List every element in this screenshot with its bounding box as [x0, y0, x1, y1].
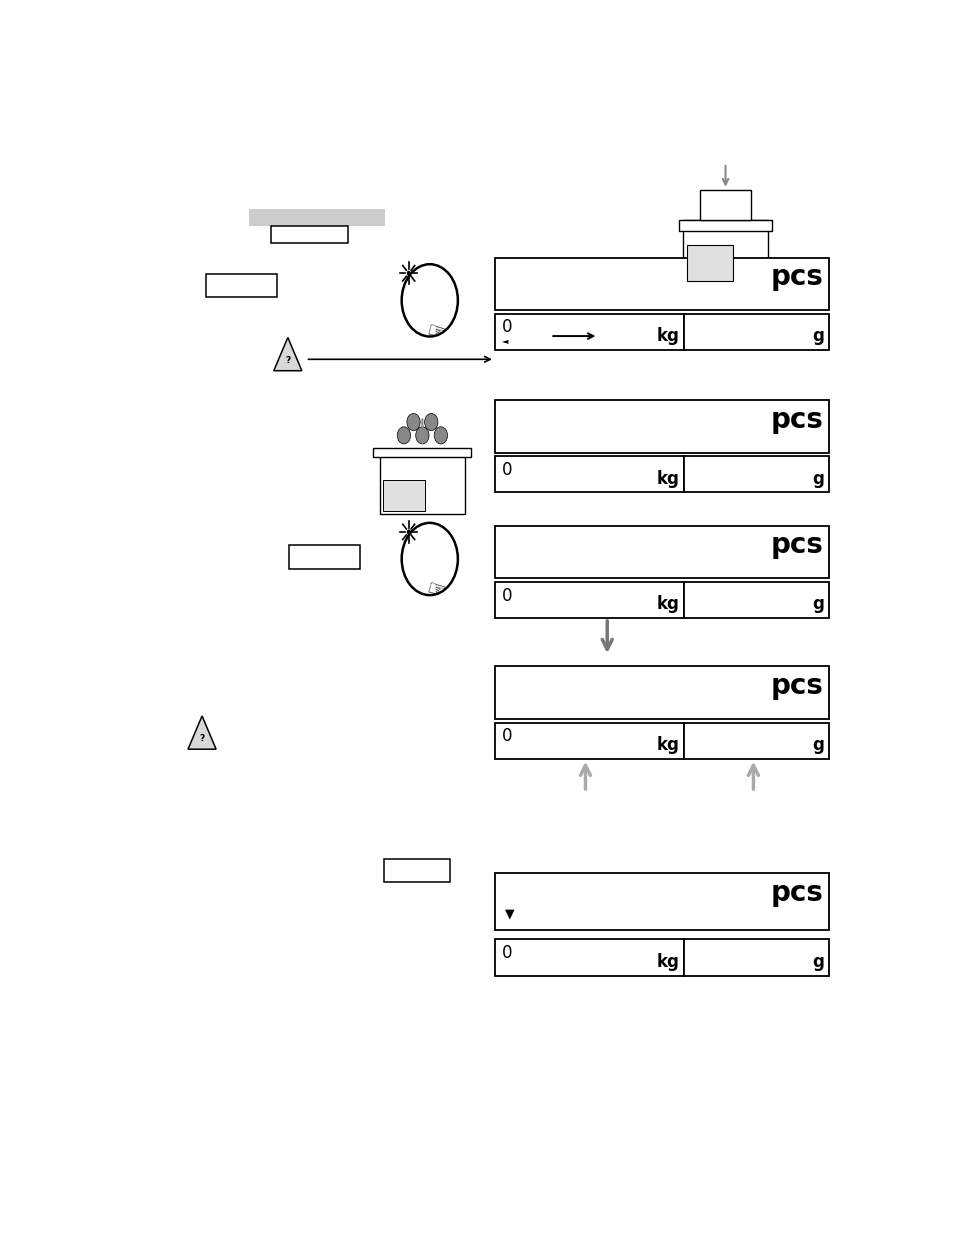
Bar — [495, 582, 683, 618]
Bar — [683, 314, 828, 350]
Bar — [379, 452, 464, 514]
Text: ◄: ◄ — [501, 336, 507, 345]
Circle shape — [406, 270, 410, 275]
Circle shape — [424, 414, 437, 431]
Text: 0: 0 — [501, 587, 512, 605]
Polygon shape — [274, 337, 301, 370]
Text: g: g — [812, 595, 823, 614]
Text: 0: 0 — [501, 944, 512, 962]
Text: ☞: ☞ — [423, 320, 446, 345]
Text: ?: ? — [199, 735, 205, 743]
Text: pcs: pcs — [770, 672, 823, 700]
Text: pcs: pcs — [770, 531, 823, 559]
Bar — [678, 220, 772, 231]
Text: g: g — [812, 736, 823, 753]
Circle shape — [416, 427, 429, 443]
Bar — [383, 858, 450, 882]
Bar — [495, 873, 828, 930]
Bar — [683, 456, 828, 493]
Bar — [495, 400, 828, 452]
Bar — [495, 456, 683, 493]
Bar — [495, 667, 828, 719]
Bar — [271, 226, 348, 243]
Text: pcs: pcs — [770, 406, 823, 433]
Text: kg: kg — [656, 595, 679, 614]
Bar — [686, 245, 733, 282]
Bar — [206, 274, 276, 298]
Circle shape — [406, 414, 419, 431]
Text: g: g — [812, 469, 823, 488]
Bar — [249, 209, 385, 226]
Text: ?: ? — [285, 356, 290, 364]
Text: pcs: pcs — [770, 878, 823, 906]
Text: ▼: ▼ — [505, 908, 515, 920]
Bar — [700, 189, 750, 220]
Bar — [683, 940, 828, 976]
Text: pcs: pcs — [770, 263, 823, 291]
Bar — [495, 258, 828, 310]
Bar — [683, 722, 828, 758]
Bar — [682, 220, 767, 287]
Text: kg: kg — [656, 469, 679, 488]
Bar — [683, 582, 828, 618]
Circle shape — [434, 427, 447, 443]
Bar — [495, 526, 828, 578]
Text: kg: kg — [656, 952, 679, 971]
Text: 0: 0 — [501, 319, 512, 336]
Text: g: g — [812, 952, 823, 971]
Circle shape — [396, 427, 410, 443]
Text: kg: kg — [656, 327, 679, 345]
Circle shape — [406, 530, 410, 535]
Bar — [382, 479, 425, 510]
Bar — [495, 940, 683, 976]
Bar — [495, 314, 683, 350]
Bar — [289, 545, 359, 568]
Text: 0: 0 — [501, 727, 512, 746]
Text: kg: kg — [656, 736, 679, 753]
Bar — [495, 722, 683, 758]
Polygon shape — [188, 716, 216, 750]
Text: ☞: ☞ — [423, 579, 446, 603]
Text: g: g — [812, 327, 823, 345]
Text: 0: 0 — [501, 461, 512, 479]
Bar — [374, 448, 471, 457]
